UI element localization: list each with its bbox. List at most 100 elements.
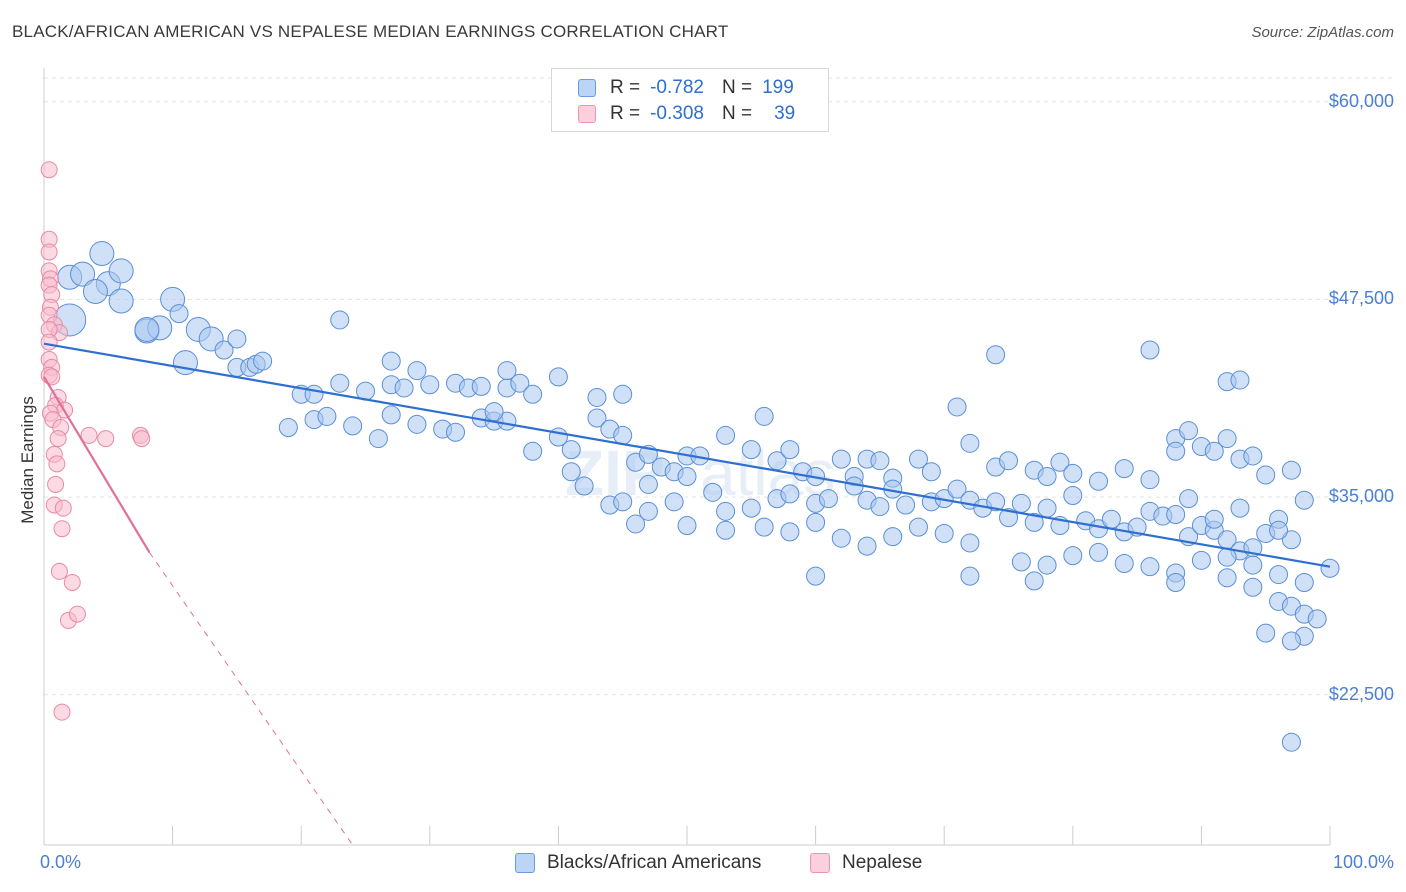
data-point-blacks [908, 449, 928, 469]
data-point-nepalese [40, 161, 58, 179]
data-point-blacks [947, 479, 967, 499]
data-point-blacks [780, 440, 800, 460]
data-point-blacks [806, 512, 826, 532]
data-point-blacks [986, 345, 1006, 365]
data-point-blacks [999, 508, 1018, 528]
x-axis-ticks [43, 826, 1331, 845]
data-point-blacks [108, 288, 134, 314]
data-point-blacks [1281, 460, 1301, 480]
data-point-blacks [1050, 452, 1070, 472]
x-tick-label-min: 0.0% [40, 852, 82, 872]
bottom-legend-blacks: Blacks/African Americans [515, 852, 761, 874]
data-point-nepalese [40, 333, 58, 351]
data-point-blacks [1320, 558, 1340, 578]
data-point-blacks [1281, 631, 1301, 651]
y-tick-label: $35,000 [1328, 486, 1394, 507]
data-point-blacks [134, 316, 160, 342]
data-point-blacks [960, 566, 980, 586]
data-point-blacks [420, 375, 440, 395]
data-point-blacks [908, 517, 928, 537]
chart-source: Source: ZipAtlas.com [1251, 24, 1394, 41]
data-point-blacks [70, 261, 96, 287]
data-point-blacks [1256, 465, 1276, 485]
bottom-legend-swatch-blue [515, 853, 535, 873]
y-tick-label: $22,500 [1328, 683, 1394, 704]
trend-lines [43, 342, 1331, 846]
bottom-legend-swatch-pink [810, 853, 830, 873]
data-point-blacks [1217, 429, 1237, 449]
data-point-blacks [1281, 530, 1301, 550]
data-point-blacks [548, 367, 568, 387]
data-point-blacks [626, 514, 646, 534]
data-point-nepalese [49, 430, 67, 448]
data-point-blacks [1294, 572, 1314, 592]
data-point-blacks [471, 376, 491, 396]
data-point-blacks [1037, 467, 1057, 487]
trend-line-nepalese [43, 376, 151, 553]
data-point-blacks [1011, 552, 1031, 572]
data-point-nepalese [54, 499, 72, 517]
data-point-blacks [1166, 504, 1186, 524]
data-point-blacks [1114, 554, 1134, 574]
data-point-nepalese [40, 243, 58, 261]
legend-swatch-pink [578, 105, 596, 123]
legend-row-blacks: R = -0.782 N = 199 [578, 77, 794, 99]
data-point-blacks [934, 523, 954, 543]
data-point-blacks [1230, 370, 1250, 390]
data-point-blacks [1024, 571, 1044, 591]
data-point-blacks [1037, 555, 1057, 575]
bottom-legend-label-nepalese: Nepalese [842, 852, 923, 873]
data-point-blacks [716, 520, 736, 540]
data-point-blacks [587, 387, 607, 407]
stats-legend: R = -0.782 N = 199 R = -0.308 N = 39 [551, 68, 829, 132]
data-point-blacks [896, 495, 916, 515]
data-point-blacks [780, 522, 800, 542]
data-point-blacks [381, 351, 401, 371]
data-point-blacks [1204, 509, 1224, 529]
data-point-blacks [1024, 512, 1044, 532]
data-point-nepalese [53, 703, 71, 721]
data-point-blacks [574, 476, 594, 496]
data-point-blacks [1230, 498, 1250, 518]
data-point-blacks [986, 492, 1006, 512]
legend-n-label: N = [721, 77, 753, 98]
data-point-blacks [818, 489, 838, 509]
data-point-blacks [921, 462, 941, 482]
bottom-legend-nepalese: Nepalese [810, 852, 922, 874]
data-point-nepalese [68, 605, 86, 623]
data-point-blacks [407, 414, 427, 434]
data-point-blacks [523, 384, 543, 404]
data-point-nepalese [47, 475, 65, 493]
data-point-blacks [278, 417, 298, 437]
data-point-blacks [214, 340, 234, 360]
data-point-nepalese [63, 573, 81, 591]
data-point-blacks [870, 451, 890, 471]
y-tick-label: $47,500 [1328, 288, 1394, 309]
series-blacks-african-americans [53, 241, 1340, 752]
y-axis-label: Median Earnings [18, 396, 37, 524]
legend-r-label: R = [610, 77, 641, 98]
data-point-blacks [1243, 577, 1263, 597]
data-point-blacks [831, 528, 851, 548]
data-point-blacks [317, 406, 337, 426]
legend-row-nepalese: R = -0.308 N = 39 [578, 103, 795, 125]
legend-r-label: R = [610, 103, 641, 124]
data-point-blacks [1140, 557, 1160, 577]
data-point-blacks [1243, 555, 1263, 575]
data-point-blacks [407, 361, 427, 381]
data-point-blacks [368, 429, 388, 449]
data-point-blacks [1037, 498, 1057, 518]
data-point-blacks [1063, 486, 1083, 506]
data-point-blacks [613, 384, 633, 404]
data-point-blacks [780, 484, 800, 504]
data-point-blacks [1011, 493, 1031, 513]
trend-line-blacks [43, 342, 1331, 568]
data-point-blacks [381, 405, 401, 425]
data-point-blacks [343, 416, 363, 436]
data-point-blacks [870, 497, 890, 517]
legend-r-value: -0.782 [650, 77, 704, 98]
data-point-blacks [1166, 572, 1186, 592]
data-point-blacks [638, 501, 658, 521]
data-point-blacks [999, 451, 1018, 471]
